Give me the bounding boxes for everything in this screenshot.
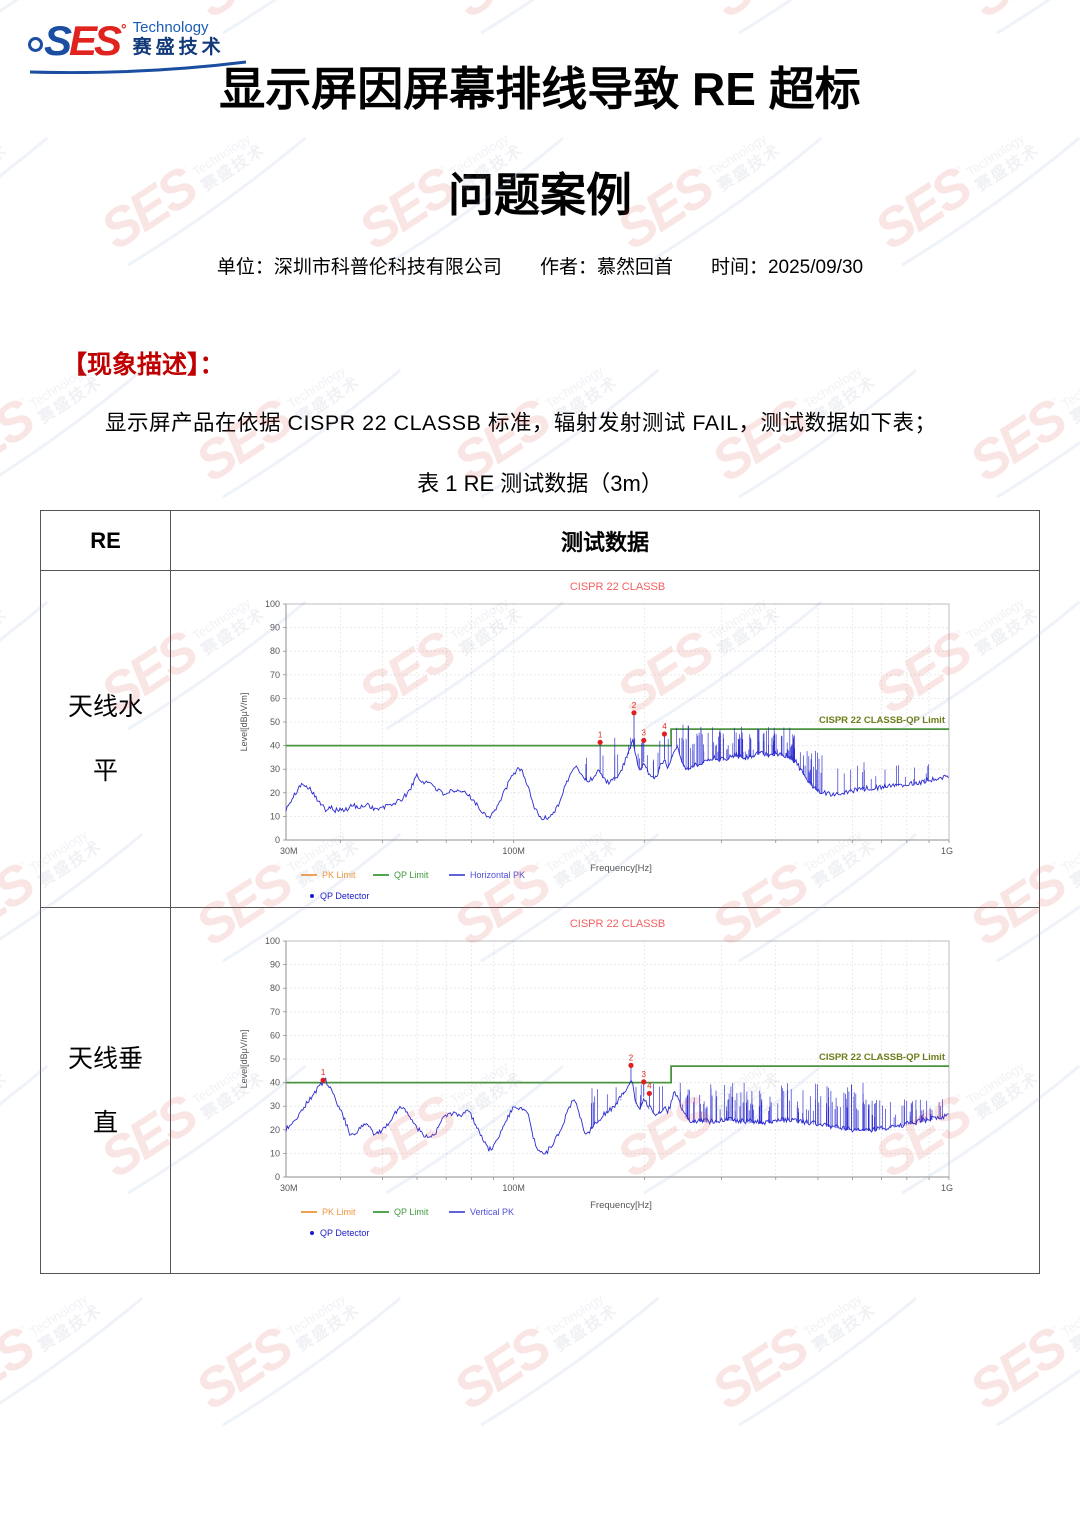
meta-author-value: 慕然回首 bbox=[596, 257, 673, 278]
svg-text:Level[dBμV/m]: Level[dBμV/m] bbox=[239, 1030, 249, 1089]
svg-text:0: 0 bbox=[275, 835, 280, 845]
svg-text:50: 50 bbox=[270, 1054, 280, 1064]
svg-text:20: 20 bbox=[270, 788, 280, 798]
row-label-antenna-horizontal: 天线水平 bbox=[40, 570, 171, 908]
svg-text:1G: 1G bbox=[941, 1183, 953, 1193]
svg-text:60: 60 bbox=[270, 1030, 280, 1040]
meta-time: 时间：2025/09/30 bbox=[711, 252, 863, 279]
svg-text:60: 60 bbox=[270, 693, 280, 703]
svg-text:4: 4 bbox=[647, 1081, 652, 1090]
svg-text:CISPR 22 CLASSB: CISPR 22 CLASSB bbox=[570, 918, 665, 930]
meta-time-label: 时间： bbox=[710, 257, 768, 278]
svg-text:QP Detector: QP Detector bbox=[320, 891, 369, 901]
svg-text:Frequency[Hz]: Frequency[Hz] bbox=[590, 1200, 652, 1211]
logo-letters-es: ES bbox=[69, 16, 122, 64]
meta-author-label: 作者： bbox=[539, 257, 597, 278]
svg-text:1: 1 bbox=[321, 1068, 326, 1077]
table-header-row: RE 测试数据 bbox=[40, 510, 1040, 571]
svg-text:100: 100 bbox=[265, 599, 280, 609]
svg-text:Level[dBμV/m]: Level[dBμV/m] bbox=[239, 693, 249, 752]
svg-text:PK Limit: PK Limit bbox=[322, 870, 356, 880]
antenna-vertical-chart: 0 10 20 30 40 50 60 70 80 90 100 30M 100M 1G Level[dBμ… bbox=[239, 918, 953, 1238]
header-cell-re: RE bbox=[40, 510, 171, 571]
svg-text:80: 80 bbox=[270, 983, 280, 993]
svg-text:0: 0 bbox=[275, 1172, 280, 1182]
svg-text:Vertical PK: Vertical PK bbox=[470, 1207, 514, 1217]
svg-text:100M: 100M bbox=[502, 1183, 525, 1193]
svg-text:90: 90 bbox=[270, 623, 280, 633]
svg-text:30M: 30M bbox=[280, 1183, 298, 1193]
svg-text:30: 30 bbox=[270, 1101, 280, 1111]
logo-chinese-text: 赛盛技术 bbox=[132, 36, 225, 58]
svg-text:70: 70 bbox=[270, 670, 280, 680]
svg-text:70: 70 bbox=[270, 1007, 280, 1017]
chart-cell-vertical: 0 10 20 30 40 50 60 70 80 90 100 30M 100M 1G Level[dBμ… bbox=[170, 907, 1040, 1274]
svg-text:10: 10 bbox=[270, 811, 280, 821]
svg-text:20: 20 bbox=[270, 1125, 280, 1135]
logo-swoosh-icon bbox=[29, 60, 247, 75]
svg-text:30: 30 bbox=[270, 764, 280, 774]
page-title-line2: 问题案例 bbox=[448, 169, 632, 221]
logo-dot-icon bbox=[28, 37, 43, 53]
section-heading: 【现象描述】： bbox=[62, 351, 225, 379]
header-cell-test-data: 测试数据 bbox=[170, 510, 1040, 571]
svg-text:QP Limit: QP Limit bbox=[394, 870, 429, 880]
svg-text:QP Limit: QP Limit bbox=[394, 1207, 429, 1217]
svg-text:1: 1 bbox=[598, 730, 603, 739]
svg-text:90: 90 bbox=[270, 960, 280, 970]
svg-text:2: 2 bbox=[632, 701, 637, 710]
svg-text:PK Limit: PK Limit bbox=[322, 1207, 356, 1217]
ses-logo: SES ° Technology 赛盛技术 bbox=[28, 19, 258, 75]
svg-text:2: 2 bbox=[629, 1053, 634, 1062]
svg-text:CISPR 22 CLASSB-QP Limit: CISPR 22 CLASSB-QP Limit bbox=[819, 715, 946, 726]
meta-author: 作者：慕然回首 bbox=[540, 252, 673, 279]
table-caption: 表 1 RE 测试数据（3m） bbox=[417, 471, 663, 496]
description-paragraph: 显示屏产品在依据 CISPR 22 CLASSB 标准，辐射发射测试 FAIL，… bbox=[105, 411, 937, 435]
row-label-antenna-vertical: 天线垂直 bbox=[40, 907, 171, 1274]
svg-text:80: 80 bbox=[270, 646, 280, 656]
document-meta: 单位：深圳市科普伦科技有限公司 作者：慕然回首 时间：2025/09/30 bbox=[0, 252, 1080, 279]
antenna-horizontal-chart: 0 10 20 30 40 50 60 70 80 90 100 30M 100M 1G Level[dBμ… bbox=[239, 581, 953, 901]
svg-text:3: 3 bbox=[642, 728, 647, 737]
chart-cell-horizontal: 0 10 20 30 40 50 60 70 80 90 100 30M 100M 1G Level[dBμ… bbox=[170, 570, 1040, 908]
meta-unit: 单位：深圳市科普伦科技有限公司 bbox=[217, 252, 502, 279]
svg-text:CISPR 22 CLASSB: CISPR 22 CLASSB bbox=[570, 581, 665, 593]
svg-text:CISPR 22 CLASSB-QP Limit: CISPR 22 CLASSB-QP Limit bbox=[819, 1052, 946, 1063]
logo-letter-s: S bbox=[44, 16, 72, 64]
meta-unit-label: 单位： bbox=[216, 257, 274, 278]
table-row-vertical: 天线垂直 0 10 20 30 40 50 60 70 80 90 100 30M 100M 1G Leve… bbox=[40, 907, 1040, 1274]
page-title-line1: 显示屏因屏幕排线导致 RE 超标 bbox=[219, 63, 861, 115]
meta-unit-value: 深圳市科普伦科技有限公司 bbox=[273, 257, 502, 278]
logo-degree-mark: ° bbox=[121, 21, 127, 38]
svg-text:Horizontal PK: Horizontal PK bbox=[470, 870, 525, 880]
meta-time-value: 2025/09/30 bbox=[767, 257, 864, 278]
page-title: 显示屏因屏幕排线导致 RE 超标 问题案例 bbox=[0, 36, 1080, 248]
svg-text:10: 10 bbox=[270, 1148, 280, 1158]
svg-text:1G: 1G bbox=[941, 846, 953, 856]
re-data-table: RE 测试数据 天线水平 0 10 20 30 40 50 60 70 80 90 100 30M 10… bbox=[40, 510, 1040, 1274]
svg-text:40: 40 bbox=[270, 1078, 280, 1088]
table-row-horizontal: 天线水平 0 10 20 30 40 50 60 70 80 90 100 30M 100M 1G Leve… bbox=[40, 570, 1040, 908]
svg-text:Frequency[Hz]: Frequency[Hz] bbox=[590, 863, 652, 874]
svg-text:100: 100 bbox=[265, 936, 280, 946]
svg-text:30M: 30M bbox=[280, 846, 298, 856]
svg-text:3: 3 bbox=[642, 1070, 647, 1079]
svg-text:40: 40 bbox=[270, 741, 280, 751]
svg-text:QP Detector: QP Detector bbox=[320, 1228, 369, 1238]
logo-wordmark: SES bbox=[44, 19, 122, 61]
svg-text:4: 4 bbox=[662, 722, 667, 731]
logo-technology-text: Technology bbox=[132, 19, 209, 36]
svg-text:100M: 100M bbox=[502, 846, 525, 856]
svg-text:50: 50 bbox=[270, 717, 280, 727]
